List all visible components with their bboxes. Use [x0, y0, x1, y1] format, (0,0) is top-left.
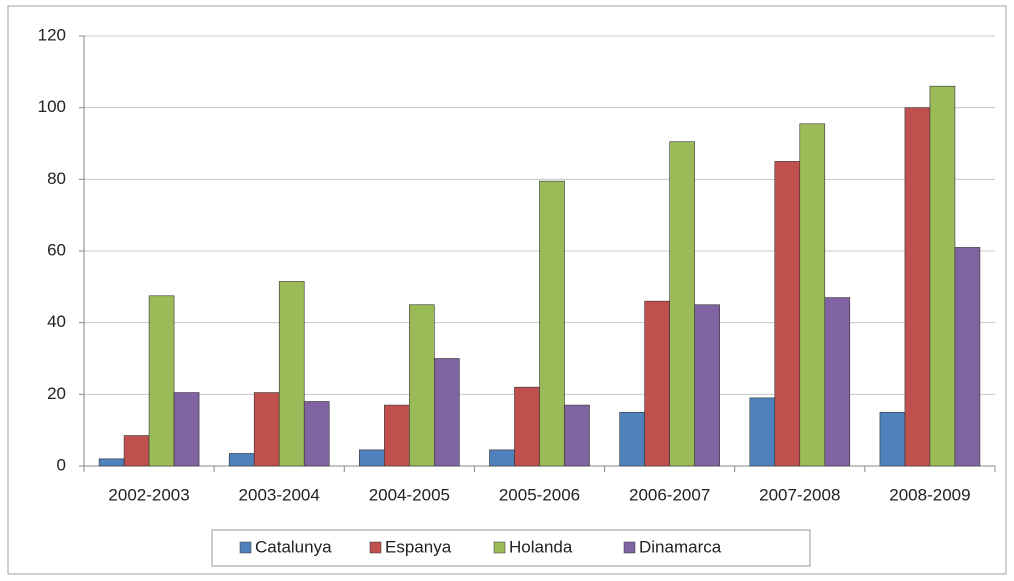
legend-box — [211, 529, 811, 567]
bar — [173, 392, 200, 467]
bar — [539, 180, 565, 467]
bar — [148, 295, 175, 467]
bar — [694, 304, 720, 467]
bar — [929, 85, 956, 467]
bar — [749, 397, 776, 467]
bar — [228, 453, 255, 467]
legend-swatch — [623, 541, 636, 554]
legend-label: Dinamarca — [639, 537, 722, 556]
bar — [904, 107, 931, 467]
chart-frame — [7, 5, 1007, 575]
bar — [359, 449, 385, 467]
bar — [384, 404, 410, 467]
bar — [253, 392, 280, 467]
y-tick-label: 40 — [47, 312, 66, 331]
x-tick-label: 2006-2007 — [629, 485, 710, 504]
legend-swatch — [239, 541, 252, 554]
legend-label: Holanda — [509, 537, 573, 556]
bar — [774, 161, 801, 467]
y-tick-label: 120 — [38, 25, 66, 44]
bar — [644, 300, 670, 467]
x-tick-label: 2008-2009 — [889, 485, 970, 504]
y-tick-label: 60 — [47, 240, 66, 259]
bar — [123, 435, 150, 467]
bar — [434, 358, 460, 467]
x-tick-label: 2004-2005 — [369, 485, 450, 504]
legend-swatch — [493, 541, 506, 554]
bar — [278, 281, 305, 467]
legend-label: Catalunya — [255, 537, 332, 556]
y-tick-label: 0 — [57, 455, 66, 474]
y-tick-label: 80 — [47, 169, 66, 188]
bar — [98, 458, 125, 467]
bar — [879, 411, 906, 467]
legend-label: Espanya — [385, 537, 452, 556]
bar — [824, 297, 851, 467]
x-tick-label: 2007-2008 — [759, 485, 840, 504]
x-tick-label: 2005-2006 — [499, 485, 580, 504]
bar — [514, 386, 540, 467]
legend-swatch — [369, 541, 382, 554]
bar — [489, 449, 515, 467]
bar — [303, 401, 330, 467]
bar — [799, 123, 826, 467]
x-tick-label: 2003-2004 — [239, 485, 320, 504]
bar — [564, 404, 590, 467]
bar — [669, 141, 695, 467]
bar — [409, 304, 435, 467]
bar — [954, 247, 981, 467]
x-tick-label: 2002-2003 — [108, 485, 189, 504]
y-tick-label: 100 — [38, 97, 66, 116]
y-tick-label: 20 — [47, 384, 66, 403]
bar — [619, 411, 645, 467]
